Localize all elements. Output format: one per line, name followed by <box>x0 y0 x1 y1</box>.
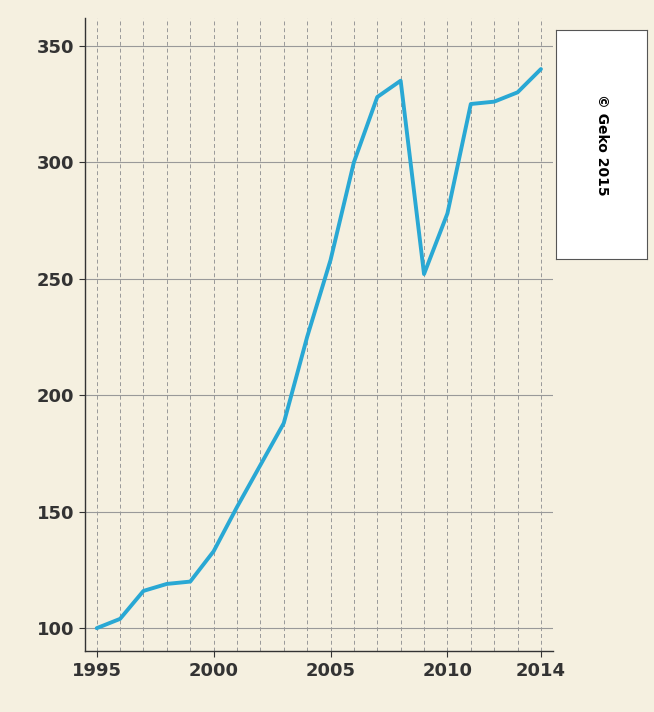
Text: © Geko 2015: © Geko 2015 <box>594 94 609 195</box>
